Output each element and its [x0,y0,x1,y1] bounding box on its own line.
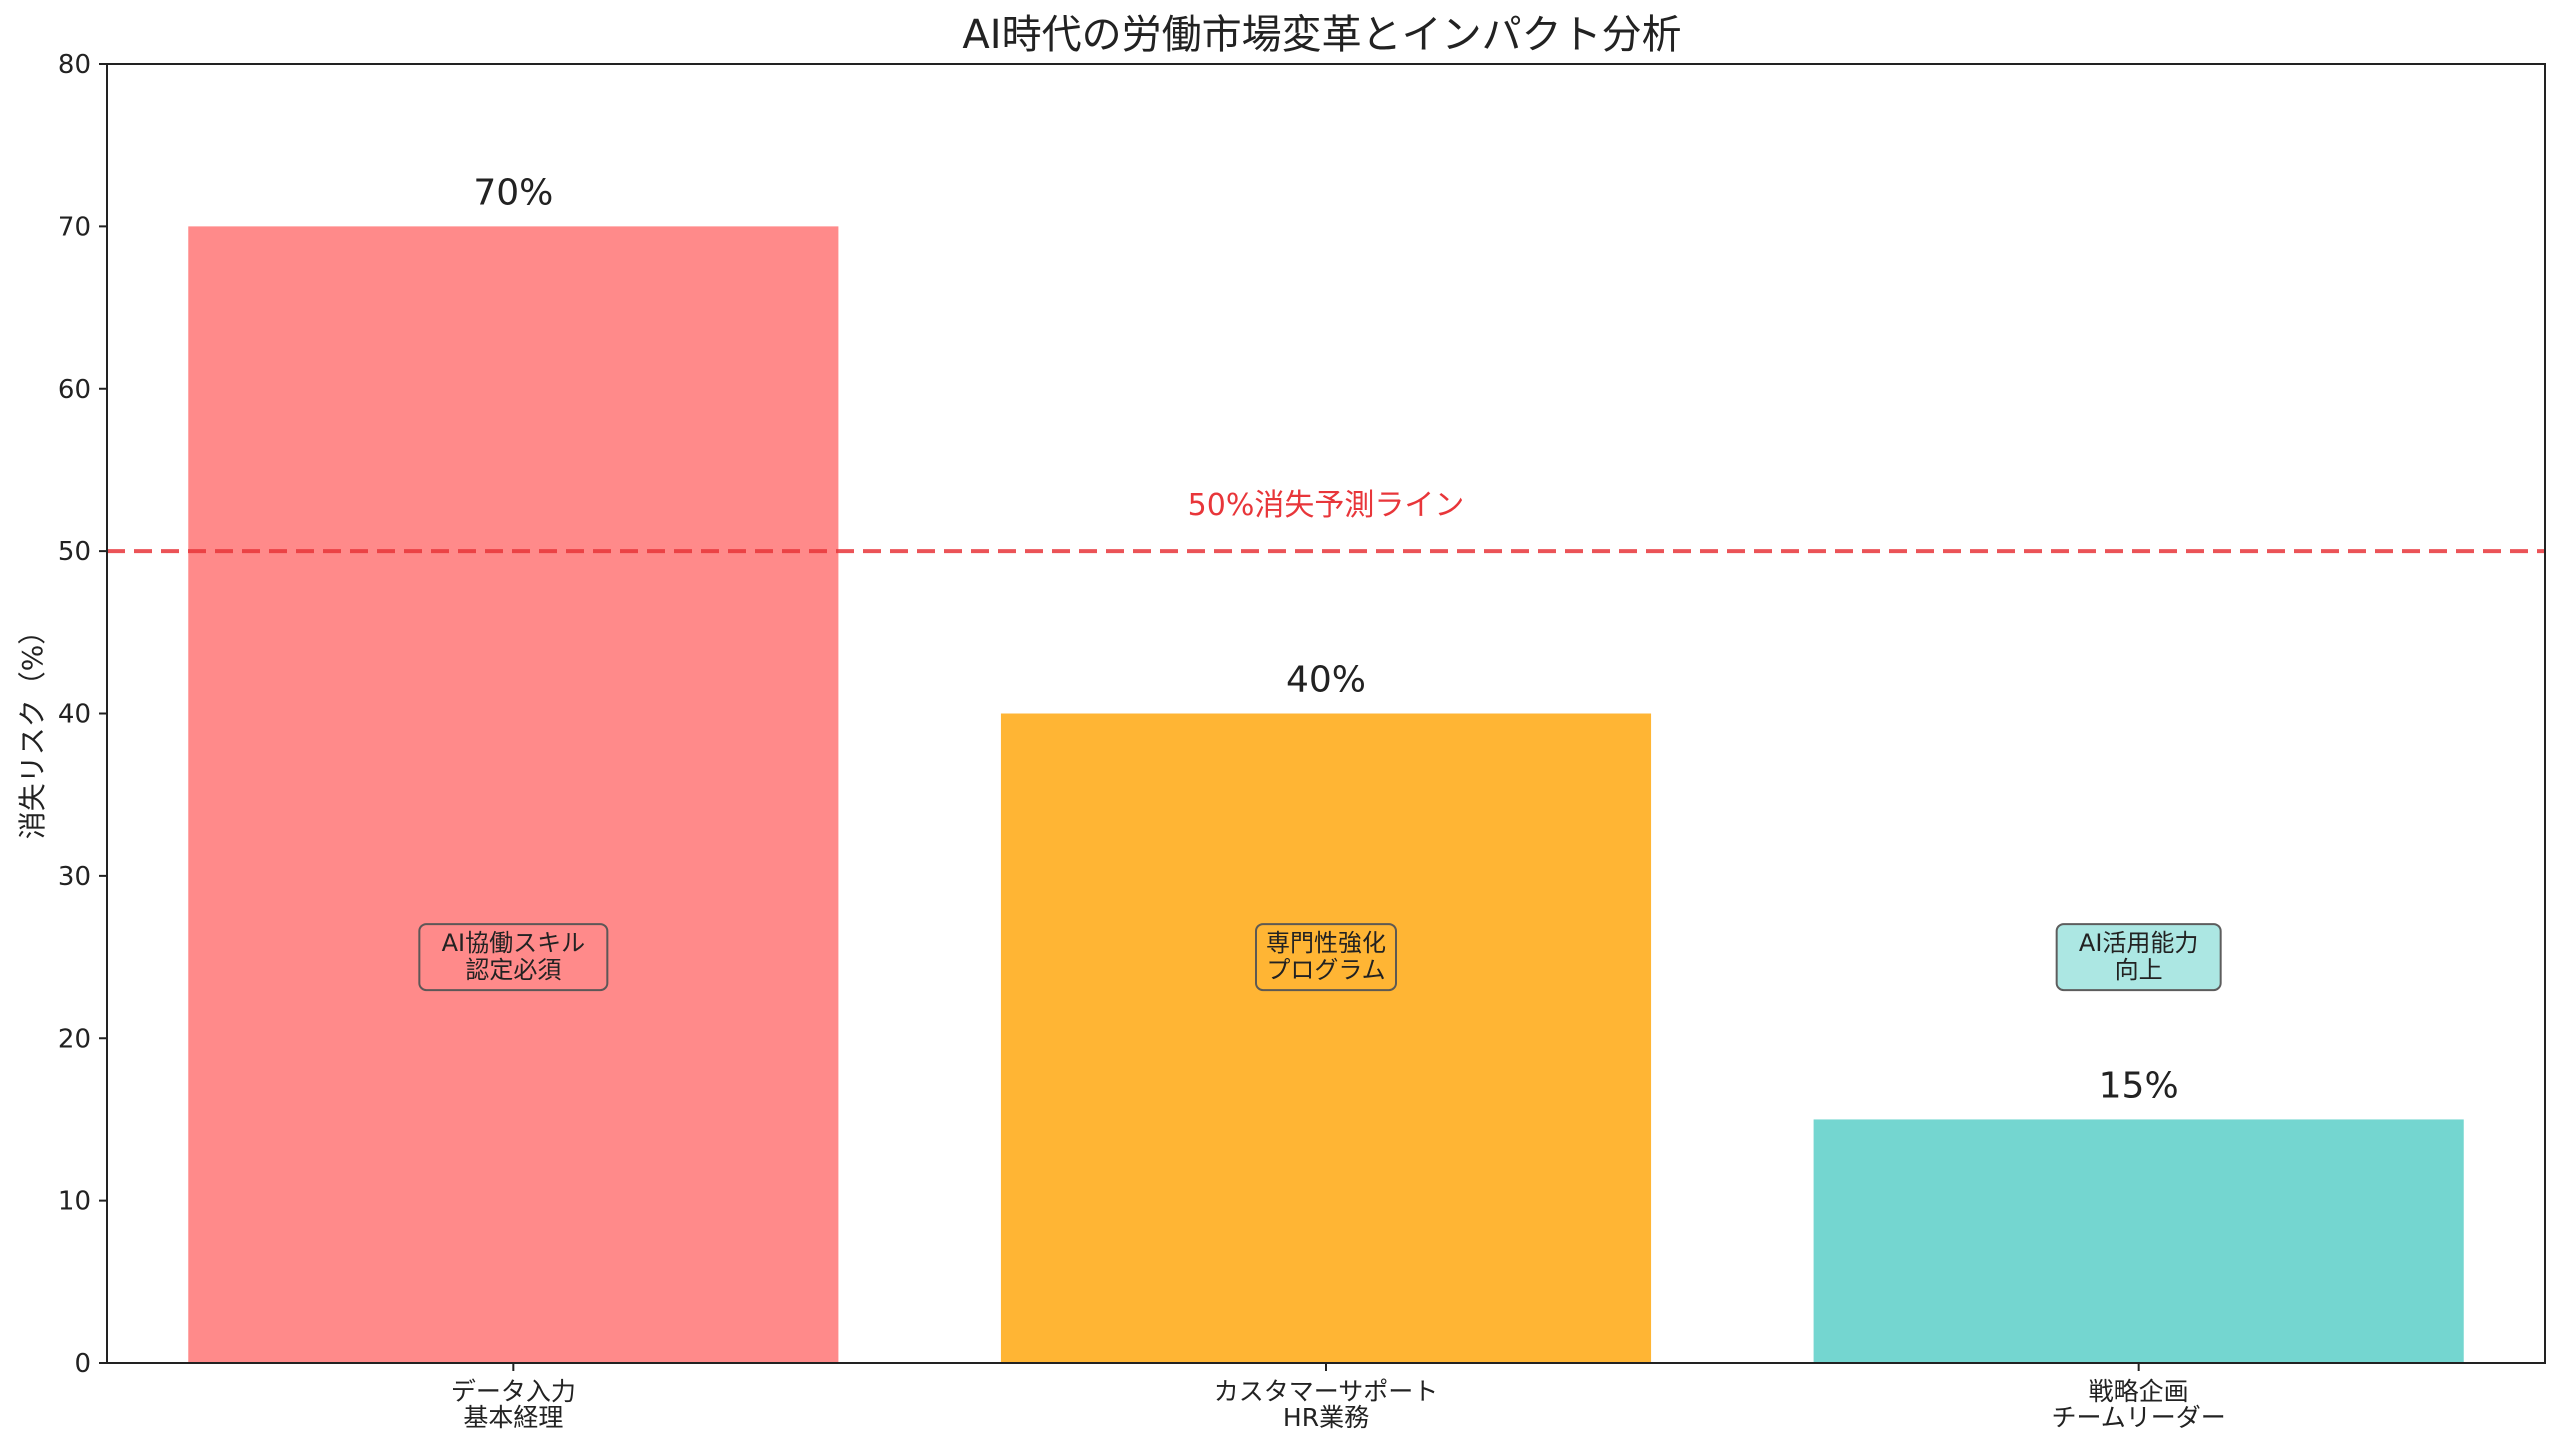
bar-2 [1813,1119,2464,1363]
y-tick-label-6: 60 [58,375,91,405]
y-axis-label: 消失リスク（%） [16,617,49,840]
x-tick-label-0-0: データ入力 [451,1377,576,1406]
y-tick-label-4: 40 [58,700,91,730]
y-tick-label-3: 30 [58,862,91,892]
value-label-2: 15% [2099,1065,2179,1106]
plot-frame [106,63,2546,1364]
reference-line-group: 50%消失予測ライン [107,488,2545,554]
annotation-box-bg-2 [2055,923,2222,992]
x-tick-label-1-1: HR業務 [1283,1403,1369,1432]
bars-group: 70% 40% 15% [188,172,2464,1363]
x-tick-label-0-1: 基本経理 [463,1403,563,1432]
value-label-1: 40% [1286,660,1366,701]
reference-line-label: 50%消失予測ライン [1188,488,1465,523]
annotation-text-2-0: AI活用能力 [2079,929,2199,957]
annotation-box-bg-1 [1255,923,1397,992]
bar-1 [1000,713,1652,1363]
annotation-text-0-1: 認定必須 [465,956,561,984]
y-tick-label-0: 0 [74,1349,91,1379]
annotation-box-bg-0 [418,923,609,992]
annotation-text-0-0: AI協働スキル [442,929,586,957]
annotation-text-1-0: 専門性強化 [1266,929,1386,957]
x-tick-label-2-0: 戦略企画 [2089,1377,2189,1406]
x-tick-label-2-1: チームリーダー [2052,1403,2226,1432]
value-label-0: 70% [473,172,553,213]
y-tick-label-2: 20 [58,1024,91,1054]
y-tick-label-5: 50 [58,537,91,567]
x-tick-label-1-0: カスタマーサポート [1214,1377,1439,1406]
annotation-text-2-1: 向上 [2115,956,2163,984]
chart-title: AI時代の労働市場変革とインパクト分析 [962,12,1681,58]
bar-0 [188,226,839,1363]
annotation-text-1-1: プログラム [1266,956,1385,984]
y-tick-label-7: 70 [58,212,91,242]
y-tick-label-1: 10 [58,1187,91,1217]
y-tick-label-8: 80 [58,50,91,80]
